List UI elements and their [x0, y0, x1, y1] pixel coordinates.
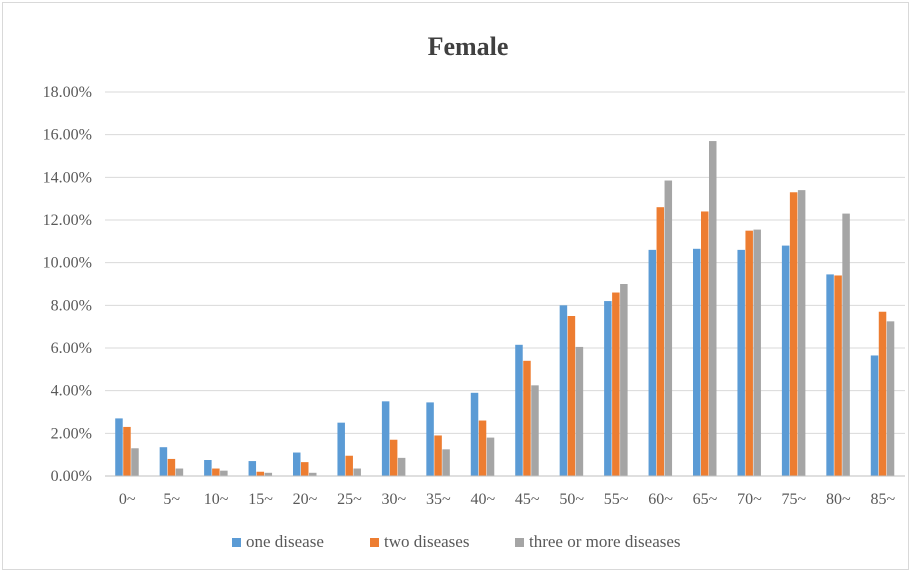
- y-tick-label: 14.00%: [43, 169, 92, 186]
- bar: [123, 426, 131, 476]
- y-tick-label: 16.00%: [43, 127, 92, 144]
- legend-swatch: [232, 538, 241, 547]
- legend-label: three or more diseases: [529, 532, 681, 551]
- bar: [478, 420, 487, 476]
- bar: [693, 248, 701, 476]
- bar: [575, 346, 584, 476]
- bar: [167, 458, 176, 476]
- bar: [175, 468, 184, 476]
- bar: [870, 355, 879, 476]
- bar: [701, 211, 709, 476]
- chart-title: Female: [428, 32, 509, 61]
- bar: [470, 392, 479, 476]
- bars: [115, 141, 895, 477]
- bar: [115, 418, 123, 476]
- bar: [204, 460, 212, 476]
- bar: [434, 435, 442, 476]
- bar: [559, 305, 568, 476]
- x-tick-label: 35~: [426, 491, 451, 508]
- y-tick-label: 10.00%: [43, 255, 92, 272]
- x-tick-label: 5~: [163, 491, 180, 508]
- bar: [531, 385, 539, 476]
- bar: [737, 249, 745, 476]
- bar: [345, 455, 353, 476]
- x-axis-ticks: 0~ 5~ 10~ 15~ 20~ 25~ 30~ 35~ 40~ 45~ 50~ 55~ 60~ 65~…: [119, 491, 896, 508]
- x-tick-label: 20~: [293, 491, 318, 508]
- bar: [389, 439, 398, 476]
- bar: [301, 462, 309, 476]
- x-tick-label: 75~: [782, 491, 807, 508]
- bar: [523, 360, 531, 476]
- x-tick-label: 25~: [337, 491, 362, 508]
- x-tick-label: 10~: [204, 491, 229, 508]
- x-tick-label: 15~: [248, 491, 273, 508]
- x-tick-label: 65~: [693, 491, 718, 508]
- bar: [397, 457, 406, 476]
- bar: [612, 292, 620, 476]
- legend-label: two diseases: [384, 532, 469, 551]
- x-tick-label: 0~: [119, 491, 136, 508]
- y-tick-label: 4.00%: [51, 383, 92, 400]
- bar: [442, 449, 450, 476]
- bar: [353, 468, 361, 476]
- x-tick-label: 85~: [870, 491, 895, 508]
- bar: [648, 249, 657, 476]
- y-tick-label: 6.00%: [51, 340, 92, 357]
- bar: [826, 274, 834, 476]
- bar: [220, 470, 228, 476]
- gridlines: [105, 91, 905, 434]
- bar: [131, 448, 139, 476]
- bar: [515, 344, 523, 476]
- bar: [212, 468, 220, 476]
- y-tick-label: 18.00%: [43, 84, 92, 101]
- y-tick-label: 8.00%: [51, 297, 92, 314]
- x-tick-label: 80~: [826, 491, 851, 508]
- bar: [797, 190, 806, 476]
- bar: [159, 447, 168, 476]
- bar: [781, 245, 790, 476]
- bar: [486, 437, 495, 476]
- bar: [842, 213, 850, 476]
- bar: [834, 275, 842, 476]
- bar: [264, 472, 273, 476]
- bar: [293, 452, 301, 476]
- x-tick-label: 60~: [648, 491, 673, 508]
- x-tick-label: 45~: [515, 491, 540, 508]
- legend: one disease two diseases three or more dis…: [232, 532, 681, 551]
- x-tick-label: 30~: [382, 491, 407, 508]
- x-tick-label: 70~: [737, 491, 762, 508]
- bar: [426, 402, 434, 476]
- bar: [656, 207, 665, 476]
- bar: [789, 192, 798, 476]
- bar: [745, 230, 753, 476]
- legend-swatch: [515, 538, 524, 547]
- bar: [337, 422, 345, 476]
- y-tick-label: 0.00%: [51, 468, 92, 485]
- bar: [567, 316, 576, 476]
- x-tick-label: 50~: [559, 491, 584, 508]
- bar: [604, 301, 612, 476]
- bar: [886, 321, 895, 476]
- bar: [248, 461, 257, 476]
- bar: [664, 180, 673, 477]
- x-tick-label: 40~: [470, 491, 495, 508]
- bar: [753, 229, 761, 476]
- bar: [256, 471, 265, 476]
- legend-label: one disease: [246, 532, 324, 551]
- bar: [878, 311, 887, 476]
- legend-swatch: [370, 538, 379, 547]
- bar: [309, 472, 317, 476]
- bar: [709, 141, 717, 477]
- bar: [620, 284, 628, 476]
- y-tick-label: 12.00%: [43, 212, 92, 229]
- y-tick-label: 2.00%: [51, 425, 92, 442]
- bar: [381, 401, 390, 476]
- x-tick-label: 55~: [604, 491, 629, 508]
- y-axis-ticks: 0.00% 2.00% 4.00% 6.00% 8.00% 10.00% 12.00% 14.…: [43, 84, 92, 485]
